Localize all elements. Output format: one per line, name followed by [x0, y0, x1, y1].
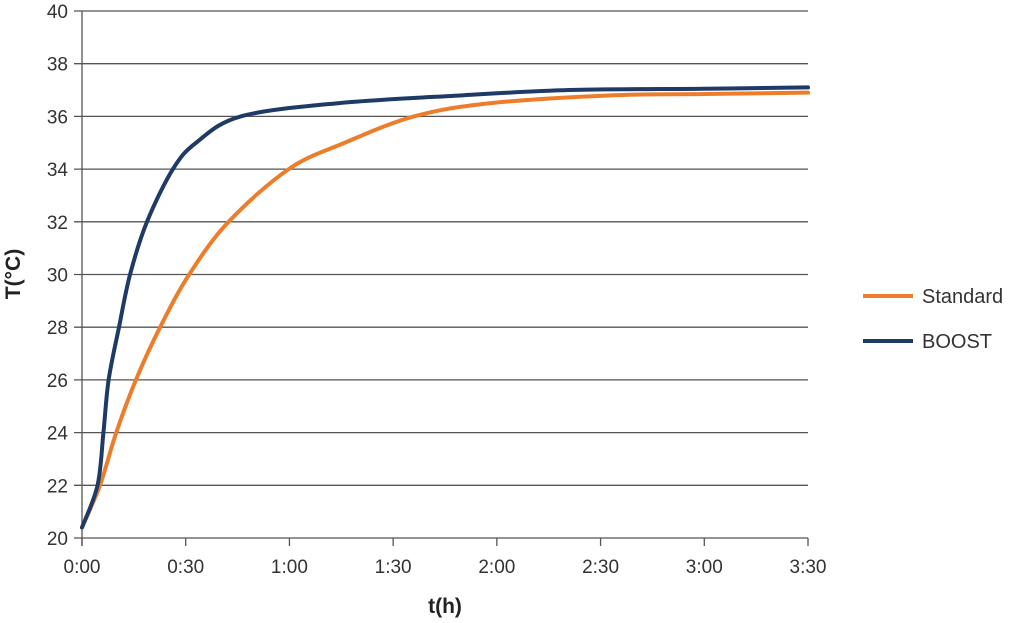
legend-label: Standard: [922, 286, 1003, 308]
x-tick-label: 2:00: [478, 557, 515, 578]
y-tick-label: 30: [47, 266, 68, 287]
series-line-standard: [80, 90, 810, 530]
y-tick-label: 26: [47, 371, 68, 392]
legend-label: BOOST: [922, 331, 992, 353]
series-lines: [80, 85, 810, 530]
y-tick-label: 20: [47, 529, 68, 550]
x-tick-label: 3:30: [790, 557, 827, 578]
y-tick-label: 24: [47, 424, 69, 445]
x-tick-label: 2:30: [582, 557, 619, 578]
y-tick-label: 28: [47, 318, 68, 339]
x-tick-label: 3:00: [686, 557, 723, 578]
y-tick-label: 40: [47, 2, 68, 23]
y-axis-ticks: 20 22 24 26 28 30 32 34 36 38 40: [47, 2, 69, 550]
y-tick-label: 32: [47, 213, 68, 234]
y-tick-label: 22: [47, 476, 68, 497]
x-tick-label: 0:00: [64, 557, 101, 578]
series-line-boost: [80, 85, 810, 530]
gridlines: [74, 10, 809, 546]
x-axis-ticks: 0:00 0:30 1:00 1:30 2:00 2:30 3:00 3:30: [64, 557, 827, 578]
y-axis-label: T(°C): [2, 249, 25, 299]
x-tick-label: 1:30: [375, 557, 412, 578]
y-tick-label: 36: [47, 107, 68, 128]
x-axis-label: t(h): [428, 595, 462, 618]
y-tick-label: 34: [47, 160, 69, 181]
y-tick-label: 38: [47, 55, 68, 76]
x-tick-label: 1:00: [271, 557, 308, 578]
legend: Standard BOOST: [863, 286, 1003, 353]
x-tick-label: 0:30: [167, 557, 204, 578]
